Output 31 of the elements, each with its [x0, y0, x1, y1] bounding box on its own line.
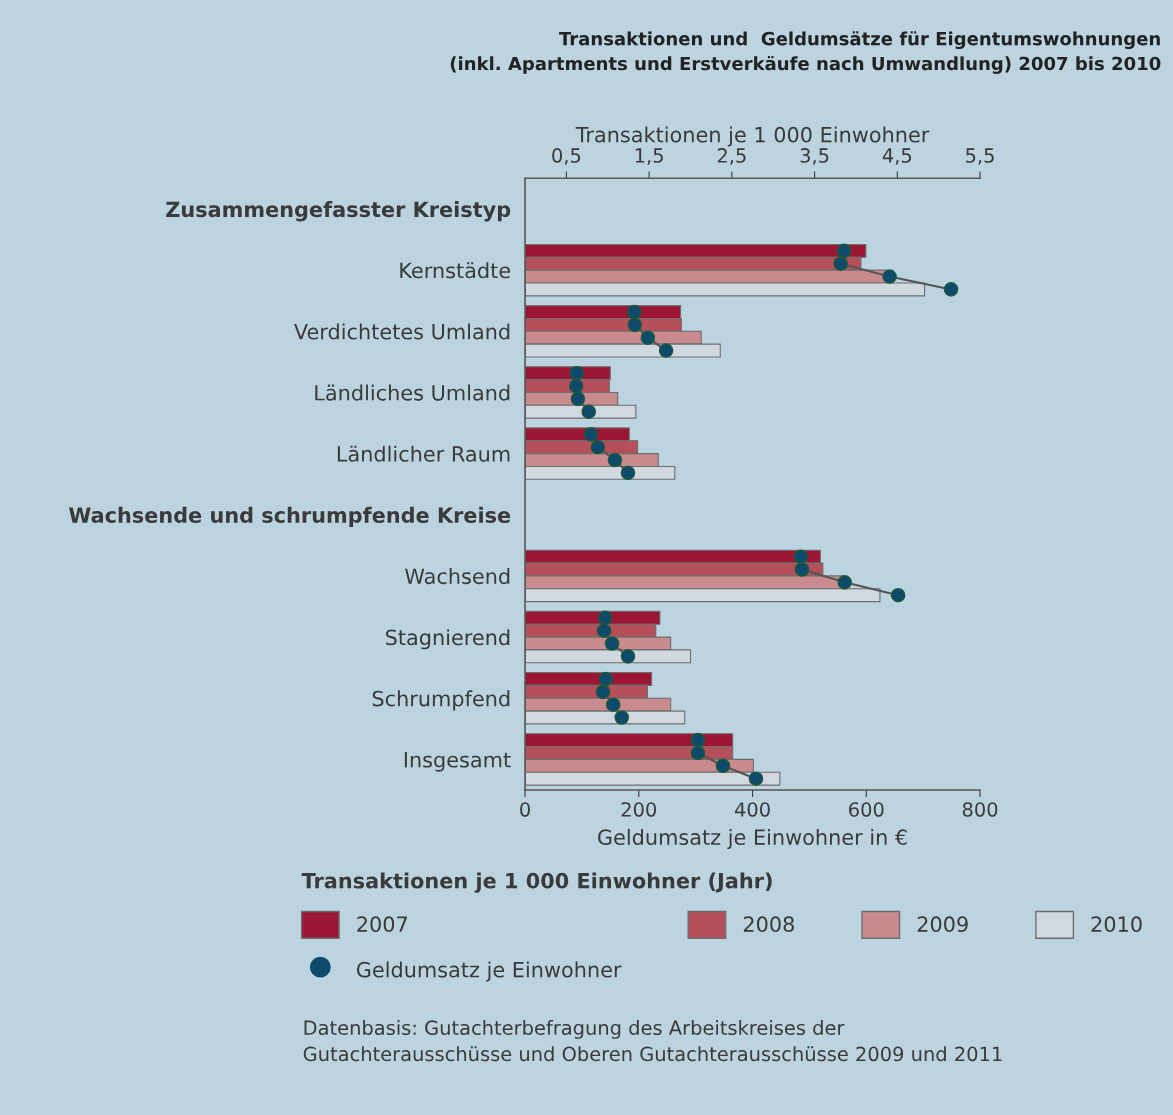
y-tick-label: Zusammengefasster Kreistyp	[166, 201, 511, 222]
legend-label: 2008	[743, 916, 794, 933]
x-tick-label: 200	[621, 802, 657, 817]
x2-tick-label: 2,5	[717, 148, 746, 165]
y-tick-label: Wachsend	[405, 568, 510, 585]
legend-label: Geldumsatz je Einwohner	[356, 961, 622, 982]
x2-tick-label: 1,5	[635, 148, 663, 165]
x2-tick-label: 0,5	[552, 148, 581, 165]
chart-title: Transaktionen und Geldumsätze für Eigentumswohnungen (inkl. Apartments und Erstverkäufe nach Umwandlung) 2007 bis 2010	[450, 31, 1161, 74]
x2-tick-label: 4,5	[882, 148, 912, 165]
x-tick-label: 0	[520, 802, 530, 817]
y-tick-label: Kernstädte	[400, 262, 511, 279]
y-tick-label: Ländlicher Raum	[337, 445, 510, 462]
y-tick-label: Ländliches Umland	[315, 384, 510, 401]
legend-label: 2010	[1091, 916, 1142, 933]
y-tick-label: Insgesamt	[404, 752, 511, 772]
y-tick-label: Wachsende und schrumpfende Kreise	[68, 506, 511, 528]
y-tick-label: Schrumpfend	[372, 690, 510, 711]
x2-axis-title: Transaktionen je 1 000 Einwohner	[575, 126, 930, 147]
y-tick-label: Stagnierend	[385, 629, 510, 650]
y-tick-label: Verdichtetes Umland	[294, 323, 510, 340]
x-tick-label: 800	[962, 802, 998, 817]
x2-tick-label: 5,5	[966, 148, 994, 165]
text: Datenbasis: Gutachterbefragung des Arbeitskreises der Gutachterausschüsse und Oberen Gutachterausschüsse 2009 und 2011	[303, 1020, 1002, 1062]
x-axis-title: Geldumsatz je Einwohner in €	[598, 828, 907, 850]
legend-label: 2007	[357, 916, 407, 933]
x-tick-label: 600	[849, 802, 884, 817]
legend-title: Transaktionen je 1 000 Einwohner (Jahr)	[301, 872, 772, 893]
legend-label: 2009	[917, 916, 968, 933]
x-tick-label: 400	[734, 802, 770, 817]
x2-tick-label: 3,5	[800, 148, 829, 165]
